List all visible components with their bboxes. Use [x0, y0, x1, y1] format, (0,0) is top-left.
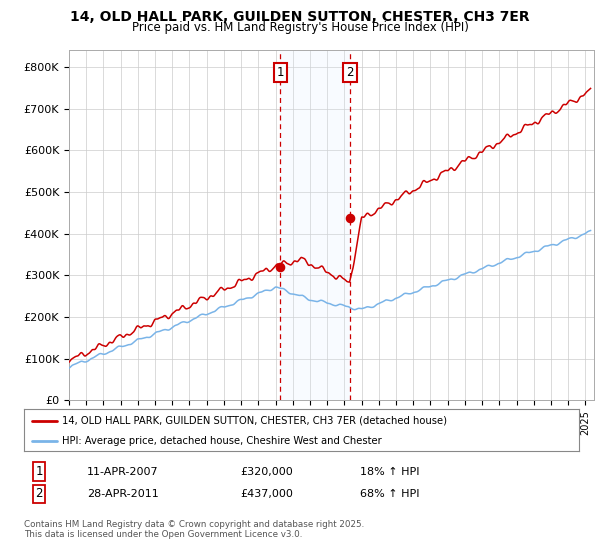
Text: 2: 2 [35, 487, 43, 501]
Text: 1: 1 [277, 66, 284, 79]
Point [275, 263, 285, 272]
Text: £320,000: £320,000 [240, 466, 293, 477]
Text: 18% ↑ HPI: 18% ↑ HPI [360, 466, 419, 477]
Text: 1: 1 [35, 465, 43, 478]
Text: £437,000: £437,000 [240, 489, 293, 499]
Text: 11-APR-2007: 11-APR-2007 [87, 466, 158, 477]
Point [345, 214, 355, 223]
Text: 14, OLD HALL PARK, GUILDEN SUTTON, CHESTER, CH3 7ER: 14, OLD HALL PARK, GUILDEN SUTTON, CHEST… [70, 10, 530, 24]
Text: 14, OLD HALL PARK, GUILDEN SUTTON, CHESTER, CH3 7ER (detached house): 14, OLD HALL PARK, GUILDEN SUTTON, CHEST… [62, 416, 447, 426]
Text: 2: 2 [346, 66, 353, 79]
Text: 28-APR-2011: 28-APR-2011 [87, 489, 159, 499]
Bar [280, 50, 350, 400]
Text: Contains HM Land Registry data © Crown copyright and database right 2025.
This d: Contains HM Land Registry data © Crown c… [24, 520, 364, 539]
Text: HPI: Average price, detached house, Cheshire West and Chester: HPI: Average price, detached house, Ches… [62, 436, 382, 446]
Text: 68% ↑ HPI: 68% ↑ HPI [360, 489, 419, 499]
Text: Price paid vs. HM Land Registry's House Price Index (HPI): Price paid vs. HM Land Registry's House … [131, 21, 469, 34]
